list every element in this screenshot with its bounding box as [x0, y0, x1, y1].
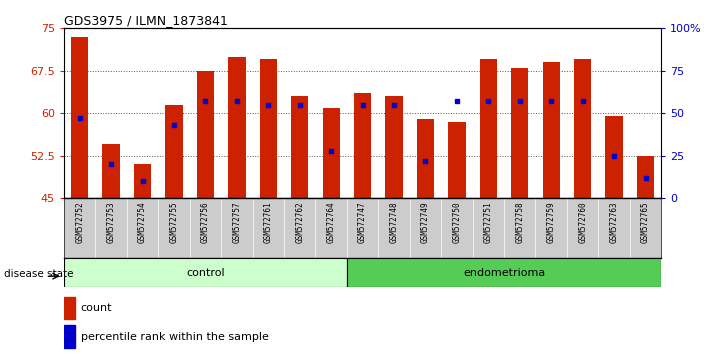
Bar	[64, 325, 75, 348]
Text: GSM572757: GSM572757	[232, 201, 241, 243]
Bar	[166, 105, 183, 198]
Bar	[511, 68, 528, 198]
Bar	[323, 108, 340, 198]
Text: GDS3975 / ILMN_1873841: GDS3975 / ILMN_1873841	[64, 14, 228, 27]
Bar	[385, 96, 402, 198]
Text: percentile rank within the sample: percentile rank within the sample	[81, 332, 269, 342]
Text: endometrioma: endometrioma	[463, 268, 545, 278]
Text: GSM572762: GSM572762	[295, 201, 304, 243]
Text: GSM572753: GSM572753	[107, 201, 116, 243]
Bar	[228, 57, 245, 198]
Bar	[417, 119, 434, 198]
Bar	[64, 297, 75, 319]
Bar	[134, 164, 151, 198]
Bar	[606, 116, 623, 198]
Text: GSM572754: GSM572754	[138, 201, 147, 243]
Bar	[347, 258, 661, 287]
Text: count: count	[81, 303, 112, 313]
Bar	[197, 71, 214, 198]
Text: GSM572755: GSM572755	[169, 201, 178, 243]
Text: GSM572756: GSM572756	[201, 201, 210, 243]
Text: GSM572761: GSM572761	[264, 201, 273, 243]
Text: GSM572765: GSM572765	[641, 201, 650, 243]
Bar	[637, 156, 654, 198]
Text: GSM572747: GSM572747	[358, 201, 367, 243]
Text: GSM572748: GSM572748	[390, 201, 399, 243]
Bar	[542, 62, 560, 198]
Bar	[480, 59, 497, 198]
Text: control: control	[186, 268, 225, 278]
Bar	[71, 37, 88, 198]
Text: GSM572750: GSM572750	[452, 201, 461, 243]
Text: GSM572760: GSM572760	[578, 201, 587, 243]
Text: GSM572764: GSM572764	[326, 201, 336, 243]
Text: GSM572749: GSM572749	[421, 201, 430, 243]
Bar	[64, 258, 347, 287]
Bar	[574, 59, 592, 198]
Text: GSM572751: GSM572751	[484, 201, 493, 243]
Bar	[354, 93, 371, 198]
Text: GSM572763: GSM572763	[609, 201, 619, 243]
Bar	[260, 59, 277, 198]
Text: GSM572759: GSM572759	[547, 201, 556, 243]
Text: disease state: disease state	[4, 269, 73, 279]
Bar	[448, 122, 466, 198]
Text: GSM572758: GSM572758	[515, 201, 524, 243]
Bar	[102, 144, 119, 198]
Bar	[291, 96, 309, 198]
Text: GSM572752: GSM572752	[75, 201, 84, 243]
